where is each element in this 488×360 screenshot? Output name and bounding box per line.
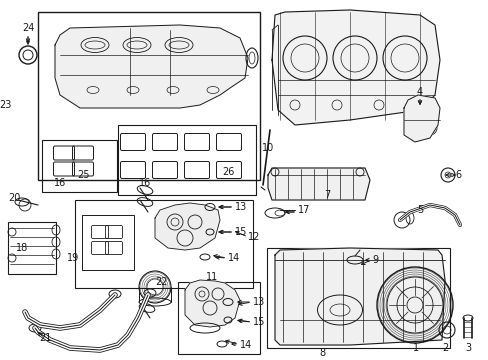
Text: 1: 1 <box>412 343 418 353</box>
Polygon shape <box>403 95 439 142</box>
Text: 25: 25 <box>77 170 89 180</box>
Bar <box>38 12 260 180</box>
Text: 4: 4 <box>416 87 422 97</box>
Text: 14: 14 <box>227 253 240 263</box>
Text: 16: 16 <box>54 178 66 188</box>
Text: 15: 15 <box>235 227 247 237</box>
Bar <box>42 140 117 192</box>
Text: 6: 6 <box>454 170 460 180</box>
Text: 10: 10 <box>262 143 274 153</box>
Text: 16: 16 <box>139 178 151 188</box>
Text: 17: 17 <box>297 205 310 215</box>
Text: 24: 24 <box>22 23 34 33</box>
Text: 21: 21 <box>39 333 51 343</box>
Polygon shape <box>155 203 220 250</box>
Text: 3: 3 <box>464 343 470 353</box>
Text: 5: 5 <box>416 205 422 215</box>
Bar <box>178 282 260 354</box>
Polygon shape <box>271 10 439 125</box>
Text: 15: 15 <box>252 317 265 327</box>
Text: 9: 9 <box>371 255 377 265</box>
Polygon shape <box>274 248 444 345</box>
Text: 12: 12 <box>247 232 260 242</box>
Bar <box>266 248 449 348</box>
Text: 14: 14 <box>240 340 252 350</box>
Text: 13: 13 <box>235 202 247 212</box>
Polygon shape <box>184 280 240 327</box>
Text: 13: 13 <box>252 297 264 307</box>
Text: 26: 26 <box>222 167 235 177</box>
Bar <box>118 125 256 195</box>
Text: 19: 19 <box>67 253 79 263</box>
Text: 8: 8 <box>318 348 325 358</box>
Bar <box>8 222 56 274</box>
Bar <box>82 215 134 270</box>
Text: 23: 23 <box>0 100 11 110</box>
Bar <box>75 200 252 288</box>
Polygon shape <box>55 25 247 108</box>
Text: 18: 18 <box>16 243 28 253</box>
Text: 22: 22 <box>155 277 168 287</box>
Text: 11: 11 <box>205 272 218 282</box>
Text: 7: 7 <box>323 190 329 200</box>
Text: 2: 2 <box>441 343 447 353</box>
Polygon shape <box>267 168 369 200</box>
Text: 20: 20 <box>8 193 20 203</box>
